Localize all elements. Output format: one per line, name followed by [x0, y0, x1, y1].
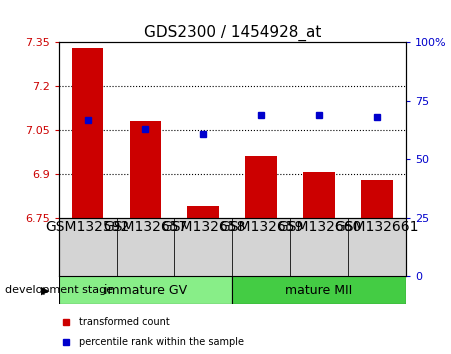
Bar — [361, 180, 393, 218]
Bar — [348, 218, 406, 276]
Bar — [232, 218, 290, 276]
Text: ▶: ▶ — [41, 285, 50, 295]
Bar — [116, 218, 175, 276]
Text: development stage: development stage — [5, 285, 113, 295]
Title: GDS2300 / 1454928_at: GDS2300 / 1454928_at — [143, 25, 321, 41]
Bar — [188, 206, 219, 218]
Bar — [129, 121, 161, 218]
Text: immature GV: immature GV — [104, 284, 187, 297]
Text: percentile rank within the sample: percentile rank within the sample — [79, 337, 244, 348]
Text: mature MII: mature MII — [285, 284, 353, 297]
Text: transformed count: transformed count — [79, 317, 170, 327]
Bar — [232, 276, 406, 304]
Bar — [59, 218, 116, 276]
Bar — [59, 276, 232, 304]
Bar — [245, 156, 277, 218]
Bar — [175, 218, 232, 276]
Bar — [303, 172, 335, 218]
Bar — [290, 218, 348, 276]
Bar — [72, 48, 103, 218]
